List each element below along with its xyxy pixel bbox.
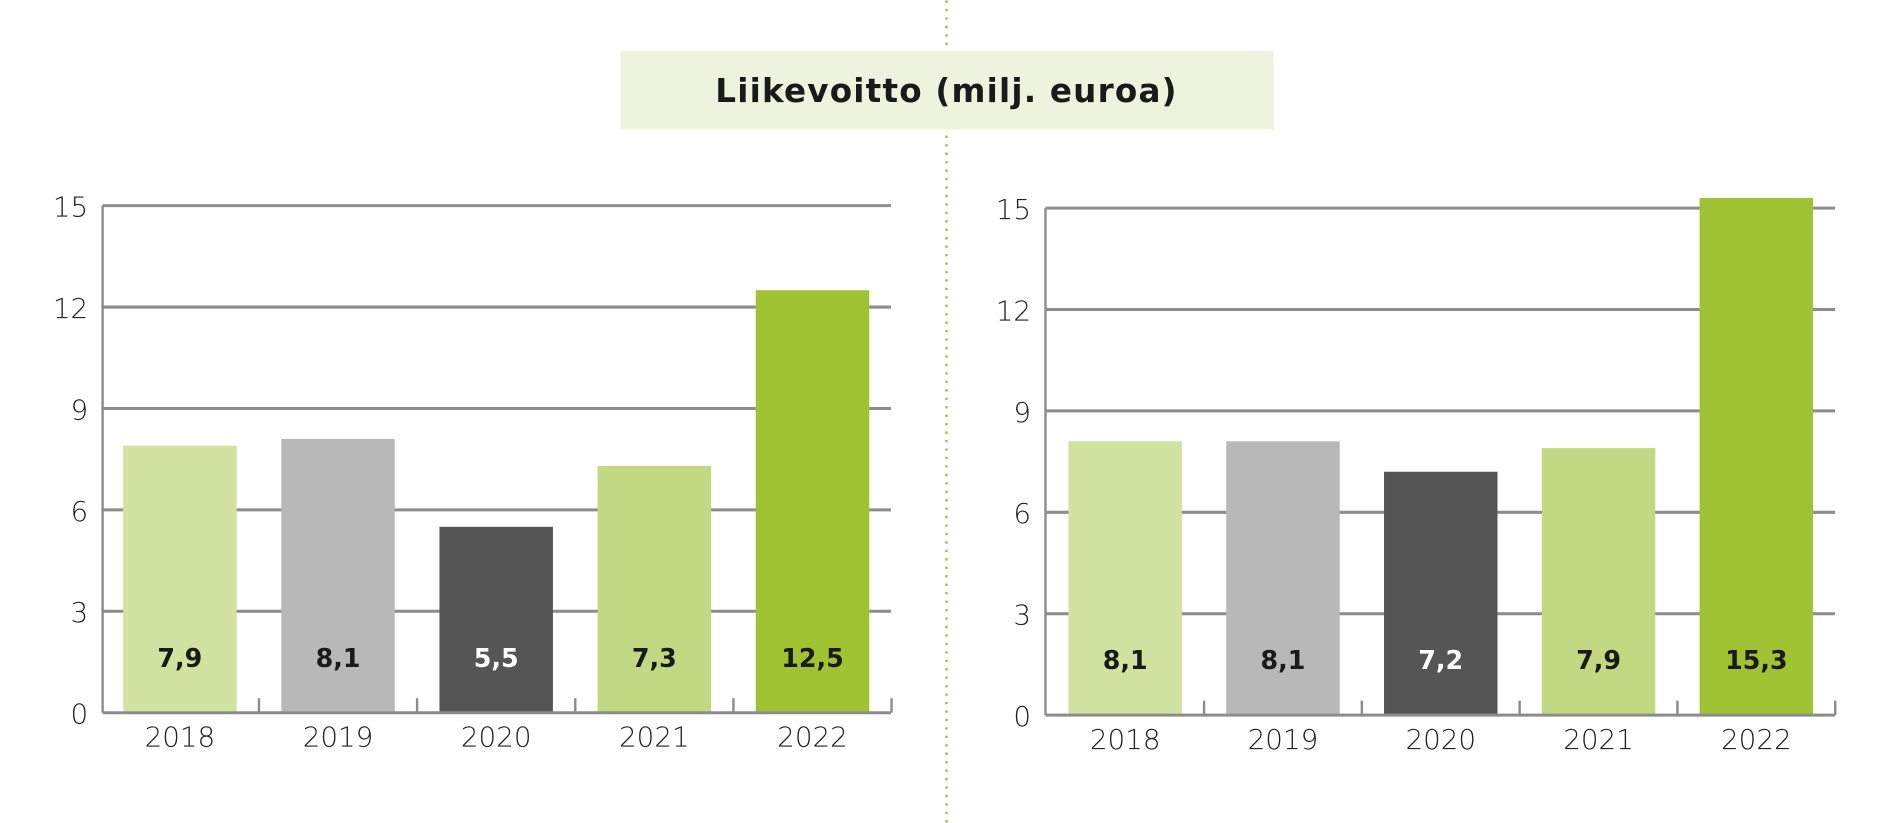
x-tick-label: 2020 [461, 721, 532, 754]
y-tick-label: 15 [996, 193, 1031, 226]
bar-2021 [597, 465, 712, 713]
data-label: 5,5 [474, 643, 519, 673]
bar-2022 [1699, 197, 1814, 716]
x-tick-label: 2019 [1248, 723, 1319, 756]
data-label: 8,1 [1261, 645, 1306, 675]
x-tick-label: 2018 [145, 721, 216, 754]
y-tick-label: 3 [1013, 599, 1031, 632]
x-tick-label: 2020 [1405, 723, 1476, 756]
x-tick-label: 2022 [777, 721, 848, 754]
data-label: 15,3 [1725, 645, 1788, 675]
bar-2019 [281, 438, 395, 713]
y-tick-label: 15 [53, 191, 88, 224]
x-tick-label: 2021 [1563, 723, 1634, 756]
y-tick-label: 3 [70, 596, 88, 629]
bar-2020 [439, 526, 553, 713]
data-label: 12,5 [781, 643, 844, 673]
bar-2020 [1384, 471, 1498, 716]
chart-2: 0 3 6 9 12 15 8,1 2018 8,1 2019 7,2 2020 7,9 2021 15,3… [996, 193, 1837, 756]
chart-1: 0 3 6 9 12 15 7,9 2018 8,1 2019 5,5 2020 7,3 2021 12,5… [53, 191, 893, 754]
chart-title: Liikevoitto (milj. euroa) [715, 72, 1177, 110]
y-tick-label: 6 [70, 495, 88, 528]
data-label: 7,2 [1418, 645, 1463, 675]
y-tick-label: 0 [1013, 700, 1031, 733]
data-label: 7,3 [632, 643, 677, 673]
y-tick-label: 6 [1013, 497, 1031, 530]
y-tick-label: 0 [70, 698, 88, 731]
bar-2022 [755, 290, 870, 713]
title-box [620, 51, 1274, 130]
y-tick-label: 12 [53, 292, 88, 325]
y-tick-label: 12 [996, 294, 1031, 327]
bar-2018 [123, 445, 237, 713]
bar-2019 [1226, 441, 1340, 716]
bar-2021 [1541, 448, 1656, 716]
data-label: 7,9 [1576, 645, 1621, 675]
data-label: 8,1 [316, 643, 361, 673]
y-tick-label: 9 [1013, 396, 1031, 429]
data-label: 7,9 [157, 643, 202, 673]
y-tick-label: 9 [70, 393, 88, 426]
data-label: 8,1 [1103, 645, 1148, 675]
bar-2018 [1068, 441, 1182, 716]
x-tick-label: 2019 [303, 721, 374, 754]
x-tick-label: 2022 [1721, 723, 1792, 756]
x-tick-label: 2021 [619, 721, 690, 754]
x-tick-label: 2018 [1090, 723, 1161, 756]
